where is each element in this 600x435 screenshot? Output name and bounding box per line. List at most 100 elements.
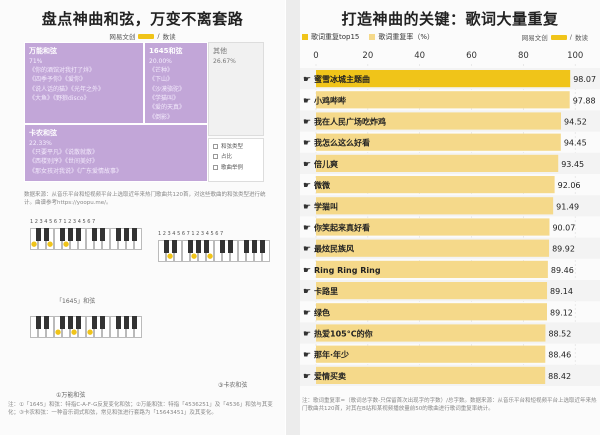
category-label: 我在人民广场吃炸鸡 (314, 117, 386, 127)
treemap-song: 《倒影》 (149, 113, 174, 121)
value-label: 88.46 (548, 351, 571, 360)
piano-black-key (67, 316, 73, 329)
treemap-legend: 和弦类型 占比 歌曲举例 (208, 138, 264, 182)
chord-note-mark-icon: ● (71, 328, 78, 336)
hand-pointer-icon: ☛ (303, 139, 311, 149)
chart-legend: 歌词重复top15 歌词重复率（%） 网易文创 / 数读 (300, 32, 600, 42)
treemap-legend-item: 和弦类型 (213, 142, 259, 152)
left-panel: 盘点神曲和弦，万变不离套路 网易文创 / 数读 万能和弦 71% 《你的酒馆对我… (0, 0, 285, 435)
bar (316, 366, 546, 384)
bar (316, 112, 561, 130)
piano-black-key (43, 316, 49, 329)
piano-black-key (75, 228, 81, 241)
piano-black-key (99, 316, 105, 329)
category-label: 学猫叫 (314, 201, 338, 211)
hand-pointer-icon: ☛ (303, 287, 311, 297)
value-label: 93.45 (561, 160, 584, 169)
hand-pointer-icon: ☛ (303, 181, 311, 191)
bar (316, 345, 546, 363)
chord-treemap: 万能和弦 71% 《你的酒馆对我打了烊》 《四季予你》《爱你》 《说人话的猫》《… (24, 42, 264, 182)
hand-pointer-icon: ☛ (303, 266, 311, 276)
legend-text: 占比 (221, 154, 233, 161)
category-label: 你笑起来真好看 (313, 223, 370, 233)
piano-black-key (115, 228, 121, 241)
hand-pointer-icon: ☛ (303, 224, 311, 234)
x-tick-label: 40 (414, 51, 425, 61)
legend-item-top15: 歌词重复top15 (302, 32, 359, 42)
right-title: 打造神曲的关键：歌词大量重复 (341, 10, 559, 28)
treemap-cell-pct: 20.00% (149, 57, 172, 65)
right-panel: 打造神曲的关键：歌词大量重复 歌词重复top15 歌词重复率（%） 网易文创 /… (300, 0, 600, 435)
category-label: 卡路里 (314, 286, 338, 296)
treemap-cell-other: 其他 26.67% (208, 42, 264, 136)
treemap-song: 《只要平凡》《说散就散》 (29, 149, 99, 157)
bar (316, 197, 554, 215)
treemap-song: 《西楼别序》《世间美好》 (29, 158, 99, 166)
treemap-source-note: 数据来源：从音乐平台和短视频平台上选取近年来热门歌曲共120首，对这些歌曲的和弦… (24, 192, 266, 206)
bar (316, 303, 547, 321)
chord-note-mark-icon: ● (87, 328, 94, 336)
brand-suffix: 数读 (575, 34, 588, 42)
hand-pointer-icon: ☛ (303, 351, 311, 361)
bar (316, 282, 548, 300)
bar (316, 70, 571, 88)
x-tick-label: 60 (466, 51, 477, 61)
value-label: 90.07 (552, 224, 575, 233)
category-label: 我怎么这么好看 (314, 138, 370, 148)
chord-note-mark-icon: ● (55, 328, 62, 336)
hand-pointer-icon: ☛ (303, 160, 311, 170)
keyboard-canon: 1 2 3 4 5 6 7 1 2 3 4 5 6 7 ● ● ● (158, 231, 270, 262)
bar (316, 91, 570, 109)
treemap-song: 《学猫叫》 (149, 95, 180, 103)
category-label: 倍儿爽 (313, 159, 338, 169)
x-tick-label: 0 (313, 51, 318, 61)
treemap-cell-pct: 26.67% (213, 57, 236, 65)
treemap-song: 《芒种》 (149, 67, 174, 75)
brand-name: 网易文创 (109, 33, 136, 41)
legend-text: 歌词重复top15 (311, 33, 360, 41)
keyboard-numbers: 1 2 3 4 5 6 7 1 2 3 4 5 6 7 (158, 231, 224, 237)
left-brand: 网易文创 / 数读 (0, 31, 285, 41)
chord-note-mark-icon: ● (207, 252, 214, 260)
keyboard-label: 「1645」和弦 (56, 298, 96, 305)
value-label: 88.42 (548, 372, 571, 381)
piano-black-key (67, 228, 73, 241)
piano-black-key (219, 240, 225, 253)
chart-footnote: 注：歌词重复率=（歌词总字数-只保留首次出现字的字数）/总字数。数据来源：从音乐… (302, 398, 597, 412)
category-label: Ring Ring Ring (314, 266, 381, 275)
value-label: 92.06 (558, 181, 581, 190)
brand-separator: / (157, 32, 160, 40)
legend-swatch-icon (369, 34, 376, 40)
bar (316, 239, 550, 257)
piano-black-key (203, 240, 209, 253)
piano-keyboard: ● ● ● (158, 240, 270, 262)
bar (316, 218, 550, 236)
keyboard-1645: 1 2 3 4 5 6 7 1 2 3 4 5 6 7 ● ● ● (30, 219, 142, 250)
left-title: 盘点神曲和弦，万变不离套路 (41, 10, 244, 28)
hand-pointer-icon: ☛ (303, 308, 311, 318)
piano-black-key (91, 228, 97, 241)
hand-pointer-icon: ☛ (303, 202, 311, 212)
value-label: 89.14 (550, 287, 573, 296)
category-label: 爱情买卖 (314, 371, 346, 381)
treemap-cell-pct: 71% (29, 57, 43, 65)
hand-pointer-icon: ☛ (303, 372, 311, 382)
category-label: 小鸡哔哔 (313, 95, 346, 105)
value-label: 88.52 (548, 330, 571, 339)
treemap-song: 《你的酒馆对我打了烊》 (29, 67, 96, 75)
bar (316, 154, 559, 172)
brand-suffix: 数读 (162, 33, 176, 41)
value-label: 89.92 (552, 245, 575, 254)
treemap-cell-name: 卡农和弦 (29, 129, 57, 137)
treemap-cell-canon: 卡农和弦 22.33% 《只要平凡》《说散就散》 《西楼别序》《世间美好》 《那… (24, 124, 208, 182)
legend-text: 和弦类型 (221, 144, 244, 150)
chord-note-mark-icon: ● (167, 252, 174, 260)
brand-logo-icon (550, 34, 567, 40)
hand-pointer-icon: ☛ (303, 330, 311, 340)
piano-black-key (123, 316, 129, 329)
piano-black-key (35, 228, 41, 241)
treemap-song: 《那女孩对我说》《广东爱情故事》 (29, 167, 123, 175)
value-label: 94.45 (564, 139, 587, 148)
hand-pointer-icon: ☛ (303, 118, 311, 128)
bar (316, 324, 546, 342)
